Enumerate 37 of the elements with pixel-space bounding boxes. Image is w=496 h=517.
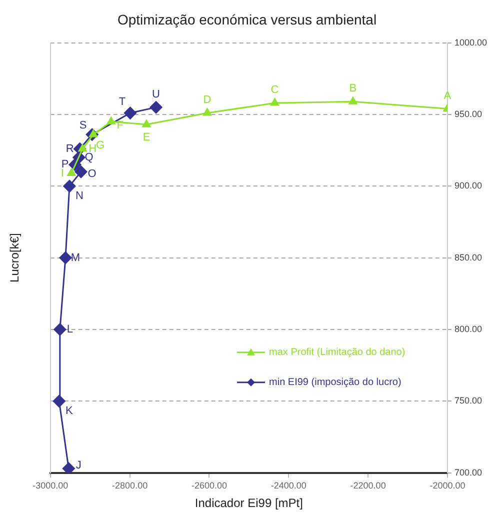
annotation: S [79, 120, 87, 132]
x-axis-title: Indicador Ei99 [mPt] [194, 496, 303, 510]
y-tick-label: 800.00 [454, 324, 482, 334]
x-tick-label: -2800.00 [112, 480, 148, 491]
annotation: D [203, 94, 212, 106]
annotation: I [60, 167, 64, 180]
annotation: Q [84, 152, 94, 164]
y-tick-label: 950.00 [454, 108, 482, 119]
legend-label: max Profit (Limitação do dano) [269, 347, 406, 358]
annotation: J [76, 460, 82, 472]
annotation: G [96, 140, 105, 152]
annotation: O [88, 168, 97, 180]
legend-label: min EI99 (imposição do lucro) [269, 377, 402, 388]
annotation: T [118, 96, 126, 108]
y-tick-label: 900.00 [454, 180, 482, 191]
y-tick-label: 700.00 [454, 467, 482, 478]
annotation: C [270, 84, 279, 96]
annotation: K [65, 405, 74, 418]
y-tick-label: 750.00 [454, 396, 482, 406]
x-tick-label: -3000.00 [32, 480, 68, 491]
y-tick-label: 850.00 [454, 252, 482, 262]
x-tick-label: -2000.00 [430, 480, 466, 491]
y-tick-label: 1000.00 [454, 37, 488, 48]
annotation: U [152, 88, 160, 100]
annotation: M [70, 252, 80, 264]
annotation: L [66, 324, 73, 336]
x-tick-label: -2200.00 [350, 480, 386, 491]
annotation: N [75, 190, 84, 202]
annotation: A [444, 90, 452, 102]
y-axis-title: Lucro[k€] [8, 233, 22, 282]
annotation: P [61, 158, 69, 171]
x-tick-label: -2600.00 [191, 480, 227, 491]
chart-title: Optimização económica versus ambiental [117, 11, 377, 28]
x-tick-label: -2400.00 [270, 480, 306, 491]
annotation: R [66, 142, 74, 155]
annotation: B [349, 82, 357, 95]
annotation: E [142, 132, 150, 144]
